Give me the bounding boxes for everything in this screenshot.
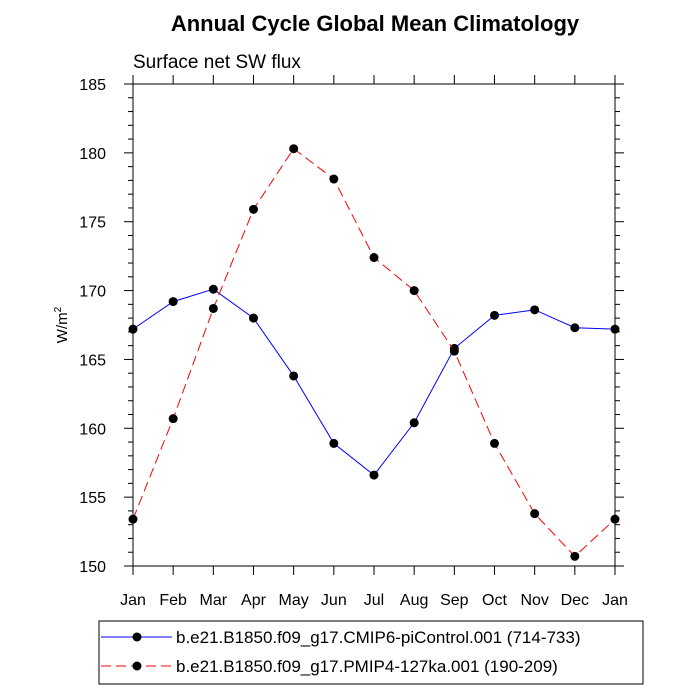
series-2-point	[449, 346, 459, 356]
x-tick-label: Mar	[200, 592, 228, 609]
series-2-point	[128, 514, 138, 524]
series-1-point	[168, 297, 178, 307]
series-1	[128, 284, 620, 480]
x-tick-label: Nov	[520, 592, 548, 609]
series-2-point	[249, 204, 258, 214]
series-1-point	[610, 324, 620, 334]
x-tick-label: Dec	[561, 592, 589, 609]
series-1-point	[289, 371, 299, 381]
series-2	[128, 144, 620, 561]
legend-marker-2	[132, 661, 142, 671]
series-1-point	[530, 305, 540, 315]
series-1-point	[570, 323, 580, 333]
series-2-point	[409, 286, 419, 296]
y-axis-label: W/m2	[53, 306, 71, 343]
y-tick-label: 155	[79, 490, 106, 507]
chart-subtitle: Surface net SW flux	[133, 52, 301, 73]
series-2-point	[570, 551, 580, 561]
legend-box	[98, 620, 644, 685]
series-1-point	[128, 324, 138, 334]
series-1-point	[208, 284, 218, 294]
x-tick-label: Sep	[440, 592, 469, 609]
y-tick-label: 170	[79, 284, 106, 301]
series-2-point	[530, 509, 540, 519]
series-2-point	[610, 514, 620, 524]
x-tick-label: Feb	[159, 592, 187, 609]
y-tick-label: 185	[79, 77, 106, 94]
series-line-2	[132, 148, 616, 558]
y-tick-label: 165	[79, 352, 106, 369]
series-line-1	[132, 288, 616, 476]
y-tick-label: 175	[79, 215, 106, 232]
series-1-point	[409, 418, 419, 428]
x-tick-labels: Jan Feb Mar Apr May Jun Jul Aug Sep Oct Nov Dec Jan	[120, 592, 628, 609]
plot-frame	[132, 83, 616, 567]
series-1-point	[329, 438, 339, 448]
legend-marker-1	[132, 632, 142, 642]
x-tick-label: Apr	[241, 592, 267, 609]
x-tick-label: Jan	[120, 592, 146, 609]
legend-label-1: b.e21.B1850.f09_g17.CMIP6-piControl.001 …	[176, 628, 581, 647]
y-tick-label: 160	[79, 421, 106, 438]
x-tick-label: Jan	[602, 592, 628, 609]
x-tick-label: Jun	[321, 592, 347, 609]
x-tick-label: May	[279, 592, 309, 609]
x-tick-label: Aug	[400, 592, 428, 609]
series-2-point	[329, 174, 339, 184]
legend-label-2: b.e21.B1850.f09_g17.PMIP4-127ka.001 (190…	[176, 657, 558, 676]
series-1-point	[490, 310, 499, 320]
series-1-point	[369, 470, 379, 480]
axis-ticks	[124, 75, 624, 575]
y-tick-label: 180	[79, 146, 106, 163]
y-tick-labels: 150 155 160 165 170 175 180 185	[79, 77, 106, 576]
chart-title: Annual Cycle Global Mean Climatology	[171, 11, 580, 36]
y-tick-label: 150	[79, 559, 106, 576]
series-2-point	[208, 303, 218, 313]
svg-text:W/m2: W/m2	[53, 306, 71, 343]
series-layer	[128, 144, 620, 561]
series-2-point	[490, 438, 499, 448]
legend-entries: b.e21.B1850.f09_g17.CMIP6-piControl.001 …	[101, 628, 581, 676]
series-2-point	[168, 414, 178, 424]
x-tick-label: Oct	[482, 592, 507, 609]
y-axis-label-exponent: 2	[53, 306, 64, 312]
series-2-point	[289, 144, 299, 154]
y-axis-label-unit: W/m	[54, 312, 71, 343]
series-1-point	[249, 313, 258, 323]
series-2-point	[369, 253, 379, 263]
x-tick-label: Jul	[364, 592, 384, 609]
